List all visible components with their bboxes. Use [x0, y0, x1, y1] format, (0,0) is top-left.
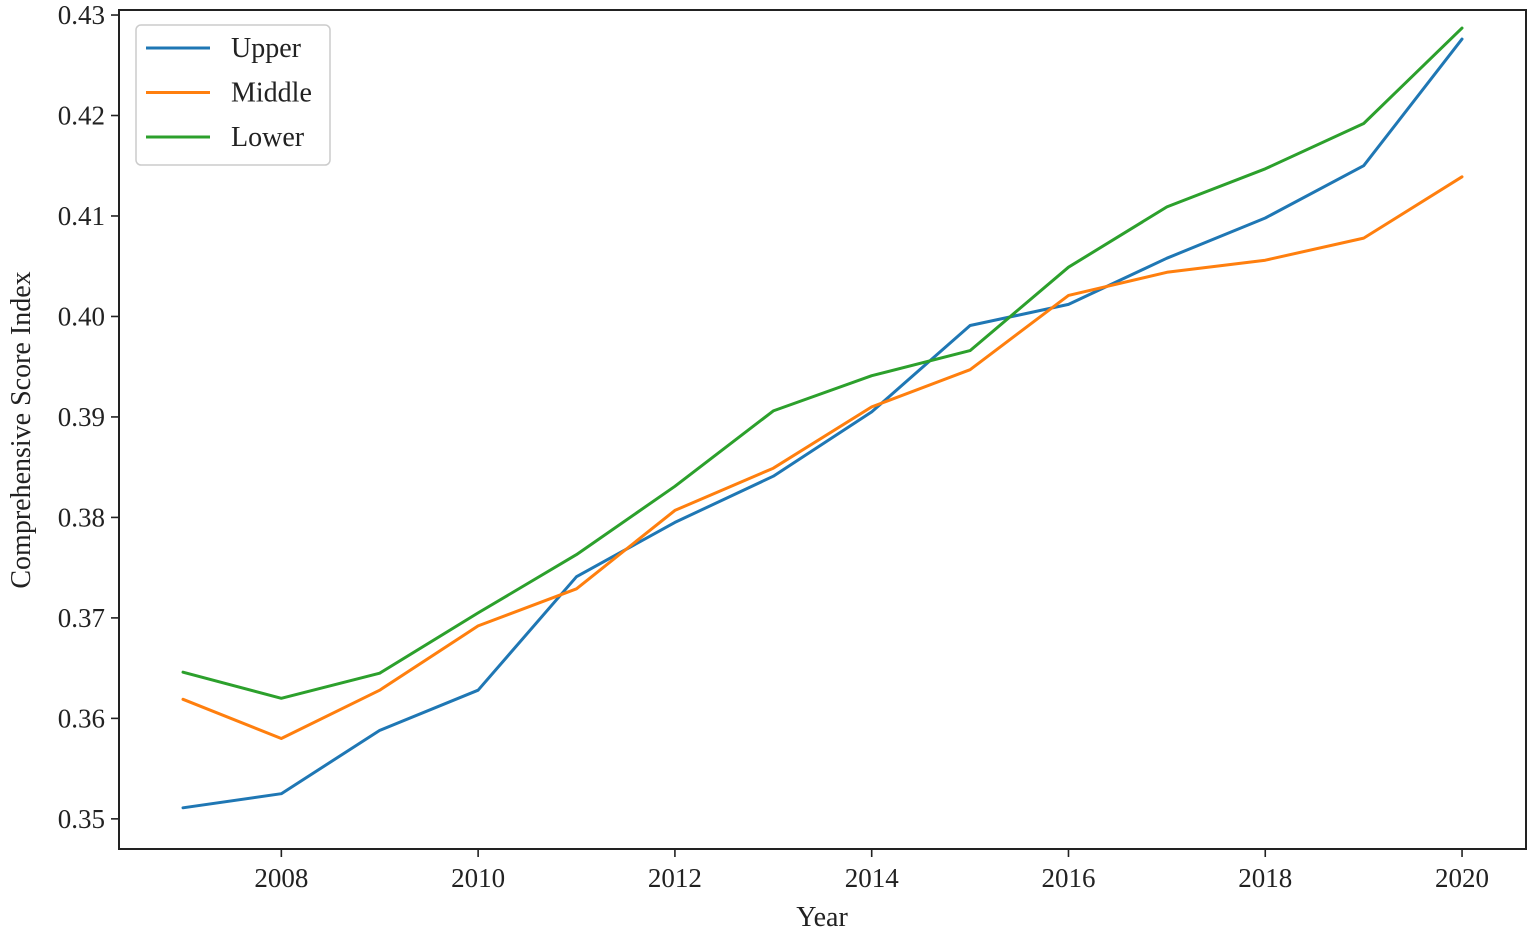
y-axis-label: Comprehensive Score Index [6, 271, 37, 588]
y-tick-label: 0.41 [58, 201, 105, 231]
legend-box [135, 24, 331, 166]
y-tick-label: 0.39 [58, 402, 105, 432]
series-line-middle [181, 175, 1464, 740]
legend-label-upper: Upper [231, 33, 302, 64]
series-layer [181, 26, 1464, 810]
x-axis-ticks: 2008 2010 2012 2014 2016 2018 2020 [254, 849, 1489, 893]
y-tick-label: 0.38 [58, 502, 105, 532]
y-tick-label: 0.37 [58, 603, 105, 633]
x-tick-label: 2014 [845, 863, 900, 893]
y-tick-label: 0.35 [58, 804, 105, 834]
legend-label-lower: Lower [231, 122, 305, 153]
y-tick-label: 0.36 [58, 703, 105, 733]
plot-frame [118, 9, 1527, 850]
y-tick-label: 0.42 [58, 101, 105, 131]
y-axis-ticks: 0.35 0.36 0.37 0.38 0.39 0.40 0.41 0.42 0.43 [58, 0, 119, 834]
x-axis-label: Year [796, 902, 848, 933]
legend: Upper Middle Lower [135, 24, 331, 166]
x-tick-label: 2018 [1238, 863, 1292, 893]
x-tick-label: 2012 [648, 863, 702, 893]
series-line-upper [181, 37, 1464, 810]
x-tick-label: 2020 [1435, 863, 1489, 893]
x-tick-label: 2008 [254, 863, 308, 893]
series-line-lower [181, 26, 1464, 700]
legend-label-middle: Middle [231, 78, 312, 109]
y-tick-label: 0.43 [58, 0, 105, 30]
x-tick-label: 2016 [1041, 863, 1095, 893]
y-tick-label: 0.40 [58, 301, 105, 331]
x-tick-label: 2010 [451, 863, 505, 893]
